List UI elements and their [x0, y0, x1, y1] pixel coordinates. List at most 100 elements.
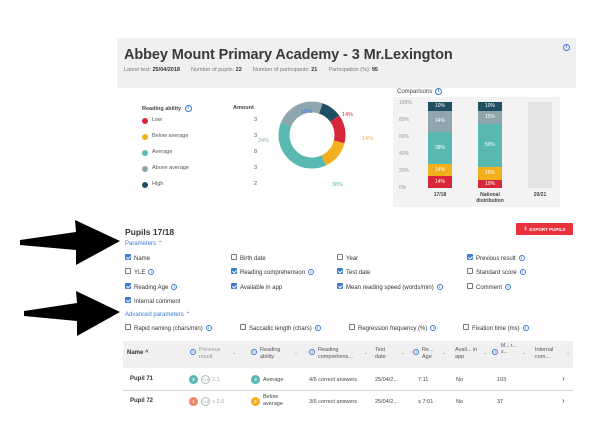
parameters-toggle[interactable]: Parameters ⌃ — [125, 241, 163, 247]
param-yle[interactable]: YLE i — [125, 268, 155, 277]
param-internal-comment[interactable]: Internal comment — [125, 297, 180, 306]
info-icon: i — [205, 325, 212, 332]
bar-segment: 50% — [478, 124, 502, 167]
param-reading-comprehension[interactable]: Reading comprehension i — [231, 268, 315, 277]
info-icon[interactable]: i — [251, 349, 257, 355]
bar-segment: 14% — [428, 176, 452, 188]
param-available-in-app[interactable]: Available in app — [231, 283, 282, 292]
info-icon: i — [308, 269, 315, 276]
checkbox-icon — [125, 268, 131, 275]
bar-segment: 15% — [478, 111, 502, 124]
col-reading-age[interactable]: Re... Age — [422, 347, 434, 360]
row-divider — [123, 390, 573, 391]
high-dot-icon — [142, 181, 148, 188]
checkbox-icon — [231, 283, 237, 290]
reading-speed-value: 103 — [497, 377, 507, 383]
previous-score-badge: YLE — [201, 397, 210, 406]
reading-ability-value: Average — [263, 377, 284, 383]
param-birth-date[interactable]: Birth date — [231, 254, 266, 263]
param-fixation-time[interactable]: Fixation time (ms) i — [463, 324, 529, 333]
chevron-down-icon[interactable]: ⌄ — [401, 350, 406, 356]
col-previous-result[interactable]: Previous result — [199, 347, 221, 360]
chevron-down-icon[interactable]: ⌄ — [232, 350, 237, 356]
bar-label: 20/21 — [533, 192, 547, 198]
chevron-right-icon[interactable]: › — [562, 374, 565, 383]
chevron-down-icon[interactable]: ⌄ — [294, 350, 299, 356]
ability-badge: 2 — [251, 397, 260, 406]
info-icon: i — [148, 269, 155, 276]
reading-speed-value: 37 — [497, 399, 504, 405]
pupil-name[interactable]: Pupil 72 — [130, 398, 154, 404]
info-icon[interactable]: i — [563, 44, 570, 51]
param-mean-reading-speed[interactable]: Mean reading speed (words/min) i — [337, 283, 443, 292]
checkbox-icon — [231, 268, 237, 275]
col-mean-reading-speed[interactable]: M... r... s... — [501, 343, 517, 355]
donut-label-above-average: 24% — [258, 138, 270, 144]
col-available-in-app[interactable]: Avail... in app — [455, 347, 478, 360]
advanced-parameters-toggle[interactable]: Advanced parameters ⌃ — [125, 312, 191, 318]
col-reading-comprehension[interactable]: Reading comprehens... — [318, 347, 353, 360]
chevron-down-icon[interactable]: ⌄ — [483, 350, 488, 356]
param-test-date[interactable]: Test date — [337, 268, 370, 277]
pointer-arrow-icon — [20, 220, 120, 265]
chevron-right-icon[interactable]: › — [562, 396, 565, 405]
param-reading-age[interactable]: Reading Age i — [125, 283, 178, 292]
latest-test-value: 25/04/2018 — [152, 67, 180, 73]
param-regression-frequency[interactable]: Regression frequency (%) i — [349, 324, 437, 333]
info-icon: i — [505, 284, 512, 291]
col-reading-ability[interactable]: Reading ability — [260, 347, 281, 360]
donut-low — [278, 101, 346, 169]
pupil-name[interactable]: Pupil 71 — [130, 376, 154, 382]
param-previous-result[interactable]: Previous result i — [467, 254, 525, 263]
test-date-value: 25/04/2... — [375, 377, 398, 383]
param-saccadic-length[interactable]: Saccadic length (chars) i — [240, 324, 321, 333]
bar-1718: 10% 24% 38% 14% 14% — [428, 102, 452, 188]
checkbox-icon — [337, 283, 343, 290]
below-average-dot-icon — [142, 133, 148, 140]
chevron-down-icon[interactable]: ⌄ — [522, 350, 527, 356]
bar-national: 10% 15% 50% 15% 10% — [478, 102, 502, 188]
bar-segment: 10% — [478, 102, 502, 111]
col-test-date[interactable]: Test date — [375, 347, 386, 360]
chevron-down-icon[interactable]: ⌄ — [364, 350, 369, 356]
info-icon[interactable]: i — [435, 88, 443, 95]
y-tick: 0% — [399, 185, 407, 191]
legend-low: Low 3 — [142, 116, 257, 126]
info-icon: i — [519, 269, 526, 276]
checkbox-icon — [337, 268, 343, 275]
amount-heading: Amount — [233, 105, 254, 111]
param-year[interactable]: Year — [337, 254, 358, 263]
checkbox-icon — [337, 254, 343, 261]
col-name[interactable]: Name ^ — [127, 350, 149, 356]
info-icon: i — [314, 325, 321, 332]
class-title: Abbey Mount Primary Academy - 3 Mr.Lexin… — [124, 47, 453, 63]
chevron-down-icon[interactable]: ⌄ — [442, 350, 447, 356]
above-average-dot-icon — [142, 165, 148, 172]
bar-label: National distribution — [476, 192, 504, 204]
info-icon[interactable]: i — [413, 349, 419, 355]
chevron-down-icon[interactable]: ⌄ — [566, 350, 571, 356]
info-icon[interactable]: i — [184, 105, 192, 112]
info-icon[interactable]: i — [309, 349, 315, 355]
pointer-arrow-icon — [24, 291, 120, 336]
info-icon[interactable]: i — [190, 349, 196, 355]
param-comment[interactable]: Comment i — [467, 283, 512, 292]
param-rapid-naming[interactable]: Rapid naming (chars/min) i — [125, 324, 212, 333]
param-standard-score[interactable]: Standard score i — [467, 268, 526, 277]
participation-value: 95 — [371, 67, 378, 73]
y-tick: 100% — [399, 100, 412, 106]
info-icon: i — [522, 325, 529, 332]
class-header: Abbey Mount Primary Academy - 3 Mr.Lexin… — [117, 38, 576, 88]
num-pupils-value: 22 — [235, 67, 242, 73]
col-internal-comment[interactable]: Internal com... — [535, 347, 554, 360]
reading-ability-donut — [278, 101, 346, 169]
pupils-title: Pupils 17/18 — [125, 227, 175, 237]
checkbox-icon — [467, 254, 473, 261]
bar-segment: 38% — [428, 132, 452, 164]
export-pupils-button[interactable]: ⇩ EXPORT PUPILS — [516, 223, 573, 235]
info-icon: i — [430, 325, 437, 332]
param-name[interactable]: Name — [125, 254, 150, 263]
reading-age-value: 7:11 — [418, 377, 429, 383]
donut-label-low: 14% — [342, 112, 354, 118]
info-icon[interactable]: i — [492, 349, 498, 355]
